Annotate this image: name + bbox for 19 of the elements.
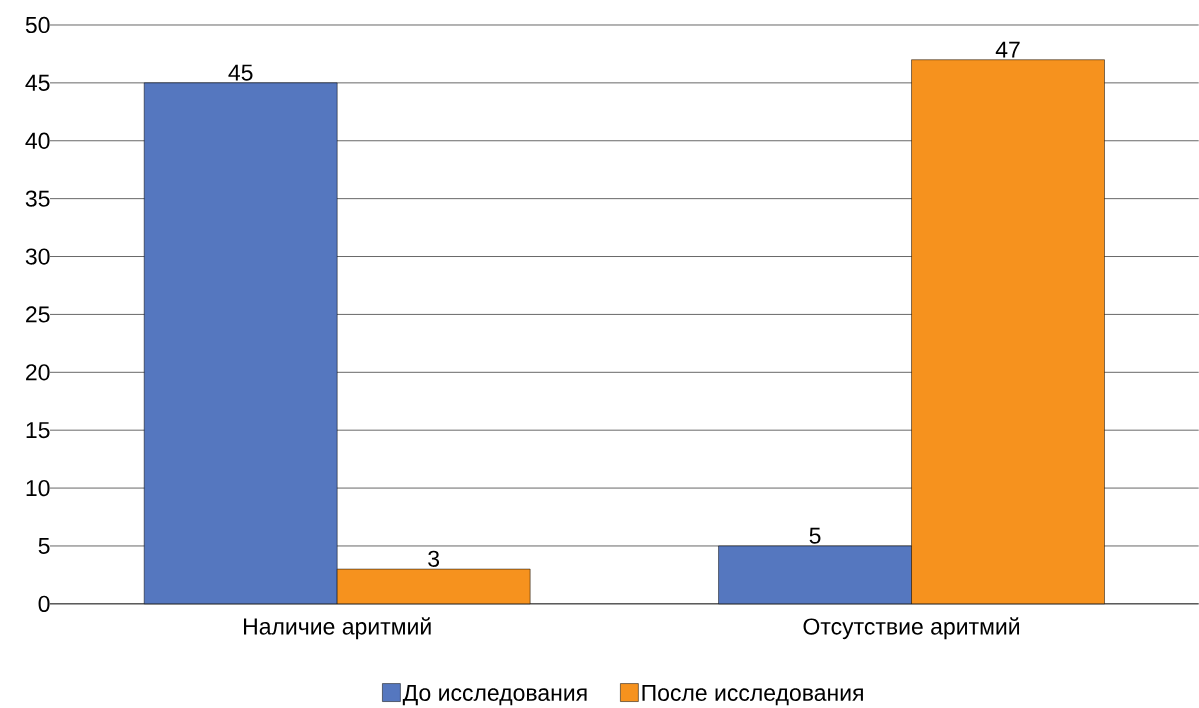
y-tick-label: 15 — [26, 422, 50, 439]
y-tick-label: 40 — [25, 132, 50, 149]
y-tick-label: 50 — [25, 16, 50, 34]
data-label: 5 — [809, 527, 821, 544]
y-tick-label: 10 — [26, 480, 50, 497]
y-tick-label: 35 — [25, 190, 50, 207]
data-label: 45 — [228, 64, 253, 81]
x-tick-label: Отсутствие аритмий — [803, 617, 1020, 640]
data-label: 3 — [428, 550, 440, 567]
y-tick-label: 0 — [38, 595, 50, 613]
y-tick-label: 20 — [26, 364, 50, 381]
y-tick-label: 45 — [25, 74, 50, 91]
legend-label: После исследования — [642, 684, 863, 706]
legend-label: До исследования — [402, 684, 587, 706]
x-tick-label: Наличие аритмий — [244, 617, 431, 640]
data-label: 47 — [995, 41, 1020, 58]
y-tick-label: 30 — [25, 248, 50, 265]
y-tick-label: 25 — [26, 306, 50, 323]
y-tick-label: 5 — [38, 538, 50, 555]
